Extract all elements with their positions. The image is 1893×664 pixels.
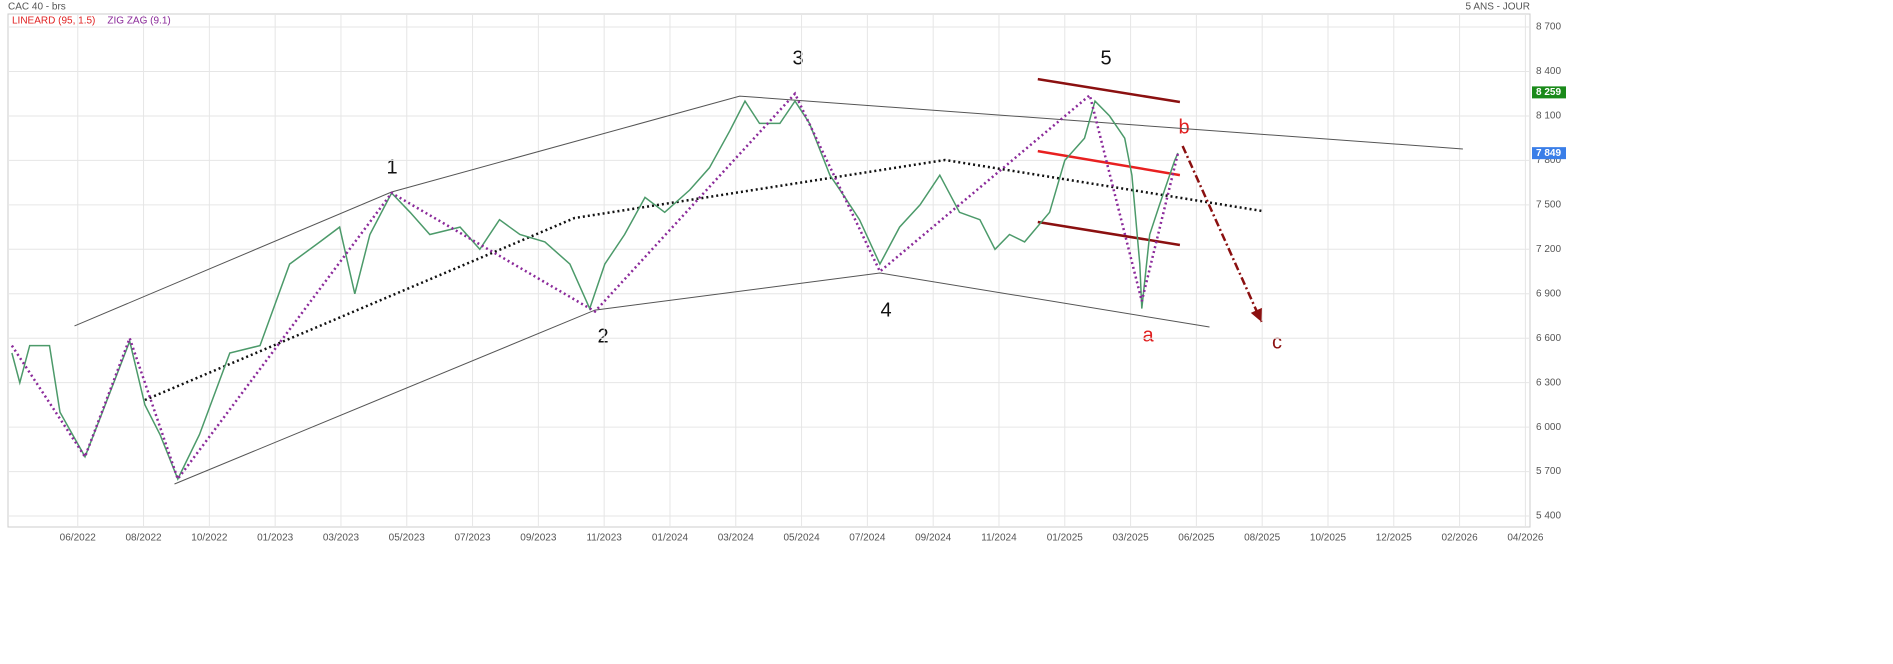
price-tag-label: 8 259 — [1536, 87, 1561, 98]
trend-line — [74, 95, 1463, 327]
x-tick-label: 05/2024 — [783, 533, 820, 544]
price-tag — [1532, 86, 1566, 99]
x-tick-label: 05/2023 — [389, 533, 426, 544]
price-tag-label: 7 849 — [1536, 148, 1561, 159]
y-tick-label: 6 000 — [1536, 422, 1561, 433]
x-tick-label: 11/2024 — [981, 533, 1017, 544]
x-tick-label: 11/2023 — [586, 533, 622, 544]
x-tick-label: 03/2024 — [718, 533, 755, 544]
x-tick-label: 01/2023 — [257, 533, 294, 544]
legend-entry: LINEARD (95, 1.5) — [12, 16, 95, 27]
price-tag — [1532, 147, 1566, 160]
wave-label: c — [1272, 331, 1282, 353]
zigzag — [10, 91, 1180, 482]
trend-line — [1037, 77, 1181, 104]
x-tick-label: 12/2025 — [1376, 533, 1413, 544]
y-tick-label: 8 400 — [1536, 66, 1561, 77]
wave-label: 3 — [792, 47, 803, 69]
trend-line — [1037, 149, 1181, 177]
wave-label: 1 — [386, 156, 397, 178]
x-tick-label: 01/2025 — [1047, 533, 1084, 544]
y-tick-label: 7 800 — [1536, 155, 1561, 166]
x-tick-label: 08/2025 — [1244, 533, 1281, 544]
trend-line — [1037, 220, 1181, 247]
x-tick-label: 09/2023 — [520, 533, 557, 544]
x-tick-label: 04/2026 — [1507, 533, 1544, 544]
trend-line — [174, 272, 1210, 485]
wave-label: 4 — [880, 299, 891, 321]
x-tick-label: 03/2025 — [1113, 533, 1150, 544]
wave-label: 2 — [597, 325, 608, 347]
y-tick-label: 5 700 — [1536, 466, 1561, 477]
x-tick-label: 07/2023 — [454, 533, 491, 544]
x-tick-label: 10/2025 — [1310, 533, 1347, 544]
x-tick-label: 02/2026 — [1442, 533, 1479, 544]
y-tick-label: 5 400 — [1536, 511, 1561, 522]
x-tick-label: 10/2022 — [191, 533, 228, 544]
wave-label: 5 — [1100, 47, 1111, 69]
price-line — [11, 99, 1179, 481]
plot-frame — [7, 13, 1531, 528]
x-tick-label: 09/2024 — [915, 533, 952, 544]
trend-line — [144, 158, 1263, 402]
wave-label: a — [1142, 324, 1154, 346]
trend-line — [1181, 145, 1263, 323]
chart-title: CAC 40 - brs — [8, 2, 66, 13]
x-tick-label: 07/2024 — [849, 533, 886, 544]
y-tick-label: 8 100 — [1536, 111, 1561, 122]
arrow-head — [1250, 307, 1262, 322]
x-tick-label: 01/2024 — [652, 533, 689, 544]
x-tick-label: 03/2023 — [323, 533, 360, 544]
wave-label: b — [1178, 116, 1189, 138]
x-tick-label: 06/2025 — [1178, 533, 1215, 544]
x-tick-label: 08/2022 — [125, 533, 162, 544]
y-tick-label: 6 900 — [1536, 288, 1561, 299]
y-tick-label: 6 600 — [1536, 333, 1561, 344]
period: 5 ANS - JOUR — [1466, 2, 1530, 13]
x-tick-label: 06/2022 — [60, 533, 97, 544]
legend-entry: ZIG ZAG (9.1) — [107, 16, 170, 27]
y-tick-label: 6 300 — [1536, 377, 1561, 388]
y-tick-label: 7 500 — [1536, 199, 1561, 210]
y-tick-label: 7 200 — [1536, 244, 1561, 255]
y-tick-label: 8 700 — [1536, 22, 1561, 33]
